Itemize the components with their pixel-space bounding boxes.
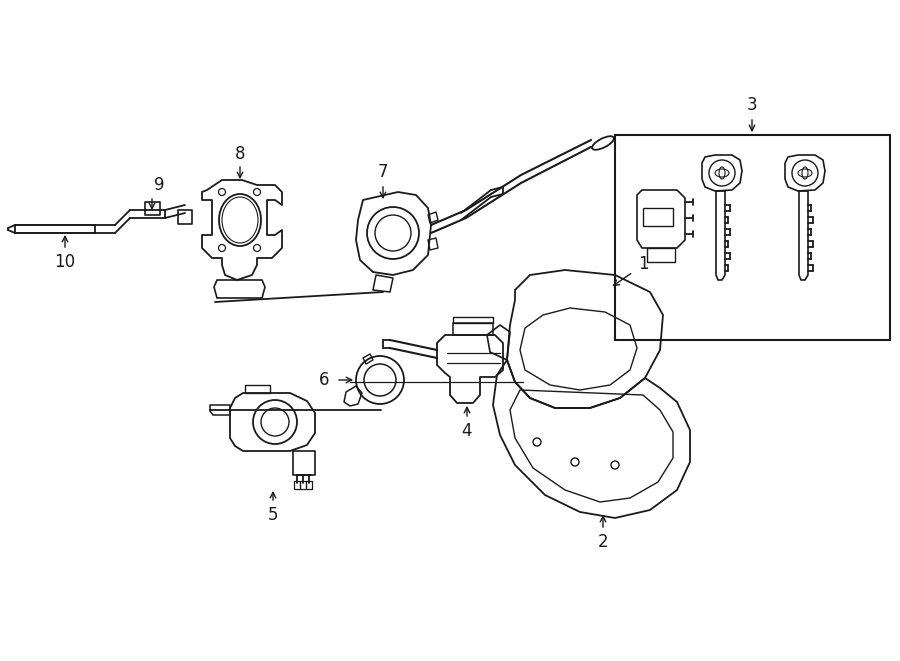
Text: 9: 9 xyxy=(154,176,164,194)
Text: 6: 6 xyxy=(319,371,329,389)
Text: 3: 3 xyxy=(747,96,757,114)
Bar xyxy=(643,208,673,226)
Text: 7: 7 xyxy=(378,163,388,181)
Text: 5: 5 xyxy=(268,506,278,524)
Text: 1: 1 xyxy=(638,255,648,273)
Text: 10: 10 xyxy=(54,253,76,271)
Bar xyxy=(615,135,890,340)
Text: 4: 4 xyxy=(462,422,472,440)
Text: 8: 8 xyxy=(235,145,245,163)
Text: 2: 2 xyxy=(598,533,608,551)
Ellipse shape xyxy=(592,136,614,150)
